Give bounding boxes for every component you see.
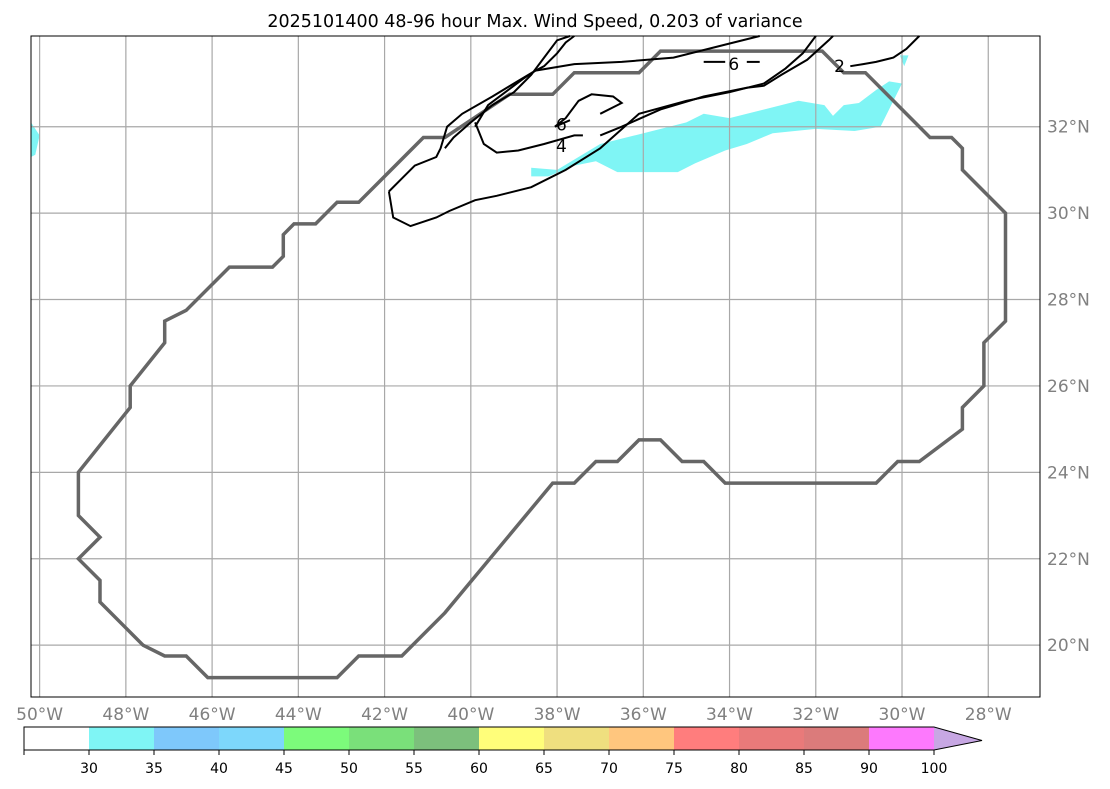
colorbar-tick-label: 85 (795, 761, 813, 777)
colorbar-segment (869, 727, 935, 750)
contour-line-6 (599, 35, 834, 137)
lon-tick-label: 42°W (361, 705, 408, 725)
colorbar-segment (414, 727, 480, 750)
lat-tick-label: 20°N (1047, 636, 1090, 656)
colorbar-segment (219, 727, 285, 750)
domain-outline-layer (75, 49, 1008, 680)
colorbar-tick-label: 55 (405, 761, 423, 777)
contour-label: 6 (728, 55, 739, 75)
colorbar-tick-label: 70 (600, 761, 618, 777)
contour-label: 6 (556, 116, 567, 136)
colorbar-tick-label: 50 (340, 761, 358, 777)
contour-line-7 (850, 35, 921, 68)
lon-tick-label: 34°W (706, 705, 753, 725)
domain-outline (75, 49, 1008, 680)
lat-tick-label: 22°N (1047, 550, 1090, 570)
colorbar-tick-label: 100 (921, 761, 948, 777)
colorbar-segment (804, 727, 870, 750)
colorbar-tick-label: 45 (275, 761, 293, 777)
colorbar-segment (739, 727, 805, 750)
colorbar: 30 35 40 45 50 55 60 65 70 75 80 85 90 100 (23, 726, 983, 777)
contour-line-4 (444, 35, 571, 149)
lat-tick-label: 26°N (1047, 377, 1090, 397)
colorbar-tick-label: 65 (535, 761, 553, 777)
colorbar-tick-label: 35 (145, 761, 163, 777)
lon-tick-label: 46°W (189, 705, 236, 725)
colorbar-tick-label: 75 (665, 761, 683, 777)
colorbar-segment (544, 727, 610, 750)
contour-layer: 646 2 (387, 35, 921, 228)
graticule-grid (31, 36, 1040, 697)
colorbar-segment (24, 727, 90, 750)
lat-tick-label: 28°N (1047, 291, 1090, 311)
lon-tick-label: 28°W (965, 705, 1012, 725)
chart-title: 2025101400 48-96 hour Max. Wind Speed, 0… (267, 12, 802, 32)
lat-tick-label: 32°N (1047, 118, 1090, 138)
colorbar-segment (674, 727, 740, 750)
contour-line-1 (388, 35, 760, 193)
lon-tick-label: 48°W (102, 705, 149, 725)
colorbar-segment (89, 727, 155, 750)
colorbar-extend-arrow (934, 727, 982, 750)
lon-tick-label: 30°W (879, 705, 926, 725)
colorbar-tick-label: 80 (730, 761, 748, 777)
lon-tick-label: 40°W (447, 705, 494, 725)
colorbar-segment (284, 727, 350, 750)
contour-label: 2 (834, 57, 845, 77)
lon-tick-label: 38°W (534, 705, 581, 725)
colorbar-segment (154, 727, 220, 750)
colorbar-frame (23, 726, 983, 751)
contour-line-5 (474, 122, 583, 154)
longitude-tick-labels: 50°W 48°W 46°W 44°W 42°W 40°W 38°W 36°W 34°W 32°W… (16, 705, 1012, 725)
lat-tick-label: 30°N (1047, 204, 1090, 224)
contour-label: 4 (556, 137, 567, 157)
colorbar-tick-label: 90 (860, 761, 878, 777)
lat-tick-label: 24°N (1047, 463, 1090, 483)
colorbar-tick-label: 30 (80, 761, 98, 777)
wind-fill-region-3 (899, 55, 909, 67)
lon-tick-label: 44°W (275, 705, 322, 725)
colorbar-segment (609, 727, 675, 750)
colorbar-segment (479, 727, 545, 750)
lon-tick-label: 32°W (792, 705, 839, 725)
wind-fill-region-2 (531, 81, 902, 177)
lon-tick-label: 50°W (16, 705, 63, 725)
contour-line-8 (554, 93, 624, 128)
colorbar-segment (349, 727, 415, 750)
plot-frame (30, 35, 1041, 698)
colorbar-tick-label: 60 (470, 761, 488, 777)
wind-fill-region-1 (31, 122, 40, 157)
colorbar-tick-label: 40 (210, 761, 228, 777)
latitude-tick-labels: 20°N 22°N 24°N 26°N 28°N 30°N 32°N (1047, 118, 1090, 656)
lon-tick-label: 36°W (620, 705, 667, 725)
contour-line-2 (387, 35, 817, 228)
